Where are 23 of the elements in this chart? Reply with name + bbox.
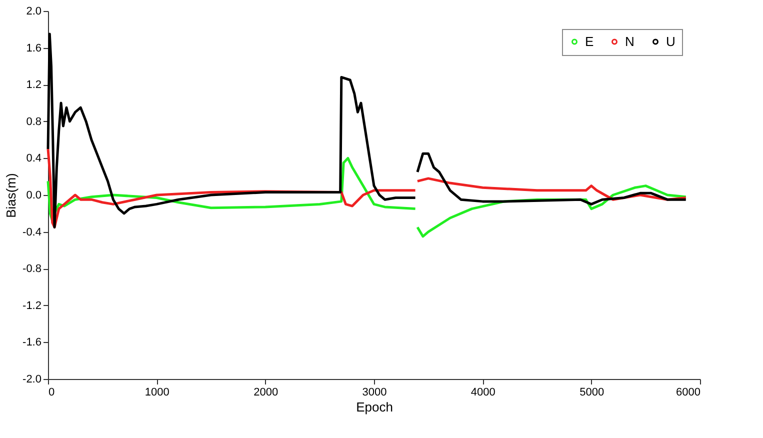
y-tick-label: 2.0 xyxy=(26,6,42,18)
x-tick-label: 1000 xyxy=(144,386,170,398)
x-tick-label: 3000 xyxy=(362,386,387,398)
x-tick-label: 0 xyxy=(48,386,55,398)
y-tick-label: -0.8 xyxy=(22,263,42,276)
y-tick-label: 0.0 xyxy=(26,190,42,202)
y-tick-label: -1.2 xyxy=(22,300,42,312)
y-tick-label: 0.8 xyxy=(26,116,42,128)
y-tick-label: 0.4 xyxy=(26,152,42,165)
y-tick-label: 1.6 xyxy=(26,42,42,54)
y-tick-label: -1.6 xyxy=(22,336,42,349)
x-tick-label: 4000 xyxy=(470,386,496,398)
y-axis-title: Bias(m) xyxy=(4,173,19,218)
x-axis-title: Epoch xyxy=(356,400,393,414)
x-tick-label: 2000 xyxy=(254,386,278,398)
x-tick-label: 6000 xyxy=(676,386,700,398)
x-tick-label: 5000 xyxy=(580,386,604,398)
legend-label: E xyxy=(585,34,594,49)
legend-label: N xyxy=(625,34,634,49)
y-tick-label: -2.0 xyxy=(22,374,42,386)
y-tick-label: -0.4 xyxy=(22,226,42,238)
legend-label: U xyxy=(666,34,676,49)
y-tick-label: 1.2 xyxy=(26,79,42,92)
